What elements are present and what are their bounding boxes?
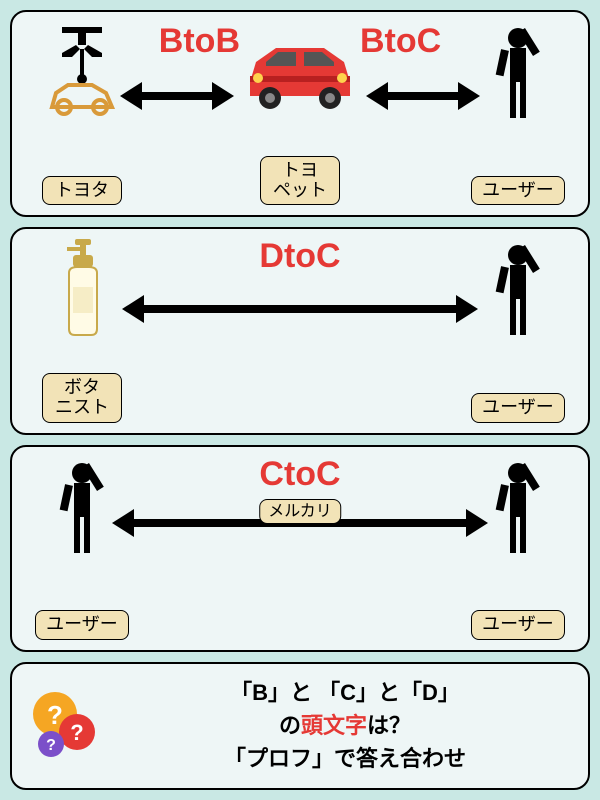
user-label-4: ユーザー bbox=[471, 610, 565, 640]
entity-user-1: ユーザー bbox=[458, 22, 578, 205]
entity-user-2: ユーザー bbox=[458, 239, 578, 422]
svg-text:?: ? bbox=[46, 737, 56, 754]
factory-icon bbox=[42, 22, 122, 122]
svg-text:?: ? bbox=[70, 720, 83, 745]
user-label-3: ユーザー bbox=[35, 610, 129, 640]
footer-line1: 「B」と 「C」と「D」 bbox=[112, 676, 578, 709]
person-icon bbox=[483, 22, 553, 122]
question-bubbles-icon: ? ? ? bbox=[22, 686, 112, 766]
entity-botanist: ボタニスト bbox=[22, 239, 142, 422]
toyopet-label: トヨペット bbox=[260, 156, 340, 206]
toyota-label: トヨタ bbox=[42, 176, 122, 206]
entity-toyopet: トヨペット bbox=[240, 22, 360, 205]
panel-footer: ? ? ? 「B」と 「C」と「D」 の頭文字は？ 「プロフ」で答え合わせ bbox=[10, 662, 590, 790]
entity-toyota: トヨタ bbox=[22, 22, 142, 205]
botanist-label: ボタニスト bbox=[42, 373, 122, 423]
footer-line2: の頭文字は？ bbox=[112, 709, 578, 742]
person-icon bbox=[47, 457, 117, 557]
user-label-2: ユーザー bbox=[471, 393, 565, 423]
footer-text: 「B」と 「C」と「D」 の頭文字は？ 「プロフ」で答え合わせ bbox=[112, 676, 578, 775]
bottle-icon bbox=[57, 239, 107, 339]
user-label-1: ユーザー bbox=[471, 176, 565, 206]
panel-ctoc: CtoC メルカリ ユーザー bbox=[10, 445, 590, 652]
person-icon bbox=[483, 239, 553, 339]
panel-btob-btoc: BtoB BtoC トヨタ bbox=[10, 10, 590, 217]
panel-dtoc: DtoC ボタニスト bbox=[10, 227, 590, 434]
person-icon bbox=[483, 457, 553, 557]
car-icon bbox=[240, 22, 360, 122]
entity-user-3: ユーザー bbox=[22, 457, 142, 640]
footer-line3: 「プロフ」で答え合わせ bbox=[112, 742, 578, 775]
entity-user-4: ユーザー bbox=[458, 457, 578, 640]
